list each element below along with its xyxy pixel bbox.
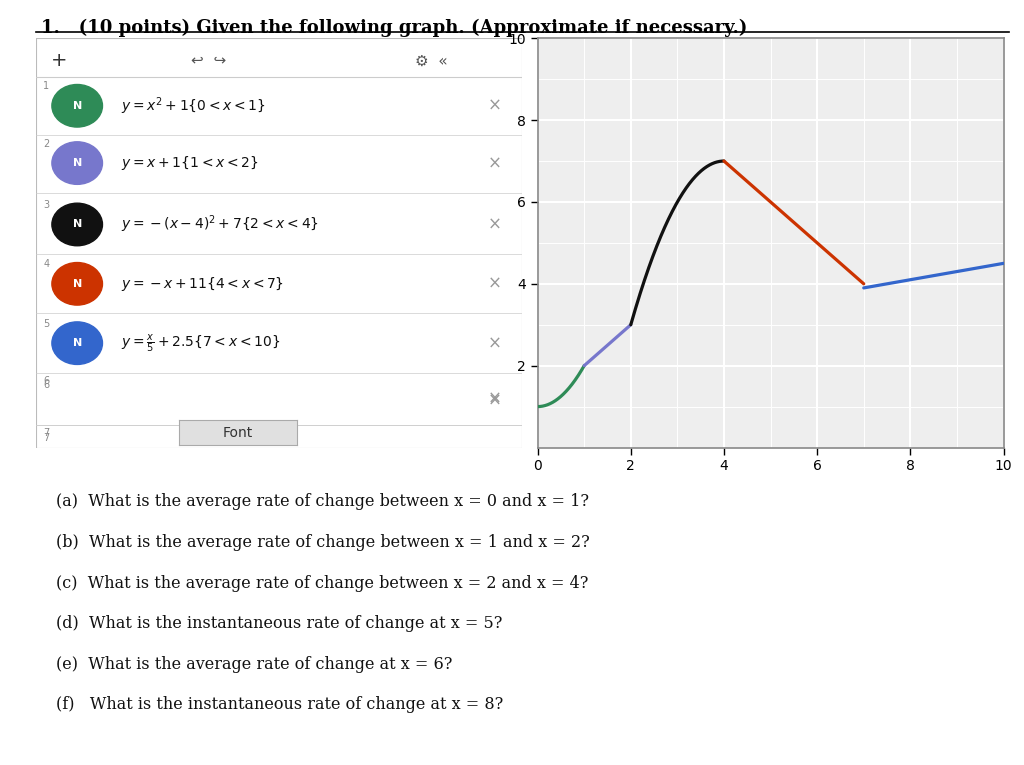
Text: N: N xyxy=(73,278,82,289)
Text: (d)  What is the instantaneous rate of change at x = 5?: (d) What is the instantaneous rate of ch… xyxy=(56,615,503,632)
Text: ×: × xyxy=(488,392,502,409)
Text: N: N xyxy=(73,158,82,168)
Text: ×: × xyxy=(488,275,502,293)
Text: 1.   (10 points) Given the following graph. (Approximate if necessary.): 1. (10 points) Given the following graph… xyxy=(41,19,748,37)
Text: $y = \frac{x}{5} + 2.5 \{7 < x < 10\}$: $y = \frac{x}{5} + 2.5 \{7 < x < 10\}$ xyxy=(121,332,281,354)
Text: (b)  What is the average rate of change between x = 1 and x = 2?: (b) What is the average rate of change b… xyxy=(56,534,590,551)
Circle shape xyxy=(52,203,102,246)
Text: ⚙  «: ⚙ « xyxy=(416,54,447,68)
Text: ×: × xyxy=(488,334,502,352)
Text: ×: × xyxy=(488,389,502,408)
Text: 3: 3 xyxy=(43,200,49,210)
Text: 4: 4 xyxy=(43,259,49,269)
Text: 7: 7 xyxy=(43,428,49,438)
Text: (e)  What is the average rate of change at x = 6?: (e) What is the average rate of change a… xyxy=(56,656,453,672)
Text: 1: 1 xyxy=(43,81,49,91)
Text: 7: 7 xyxy=(43,433,49,443)
Text: N: N xyxy=(73,101,82,111)
Circle shape xyxy=(52,142,102,184)
Text: $y = -(x-4)^2+7 \{2 < x < 4\}$: $y = -(x-4)^2+7 \{2 < x < 4\}$ xyxy=(121,213,318,236)
Circle shape xyxy=(52,84,102,127)
Text: +: + xyxy=(50,51,67,70)
Text: Font: Font xyxy=(223,425,253,440)
Text: $y = x^2 + 1 \{ 0 < x < 1\}$: $y = x^2 + 1 \{ 0 < x < 1\}$ xyxy=(121,95,266,116)
Circle shape xyxy=(52,322,102,364)
Text: (a)  What is the average rate of change between x = 0 and x = 1?: (a) What is the average rate of change b… xyxy=(56,493,590,510)
Text: 6: 6 xyxy=(43,380,49,390)
Text: N: N xyxy=(73,338,82,348)
Text: 2: 2 xyxy=(43,138,49,148)
Text: 6: 6 xyxy=(43,376,49,386)
Text: ↩  ↪: ↩ ↪ xyxy=(191,54,226,68)
Text: $y = -x+11 \{4 < x < 7\}$: $y = -x+11 \{4 < x < 7\}$ xyxy=(121,275,284,293)
Text: (f)   What is the instantaneous rate of change at x = 8?: (f) What is the instantaneous rate of ch… xyxy=(56,696,504,713)
Text: ×: × xyxy=(488,154,502,172)
Text: (c)  What is the average rate of change between x = 2 and x = 4?: (c) What is the average rate of change b… xyxy=(56,575,589,591)
Text: $y = x+1 \{1 < x < 2\}$: $y = x+1 \{1 < x < 2\}$ xyxy=(121,154,258,172)
Text: ×: × xyxy=(488,97,502,115)
Circle shape xyxy=(52,262,102,305)
Text: 5: 5 xyxy=(43,318,49,329)
Text: N: N xyxy=(73,220,82,230)
Text: ×: × xyxy=(488,216,502,233)
